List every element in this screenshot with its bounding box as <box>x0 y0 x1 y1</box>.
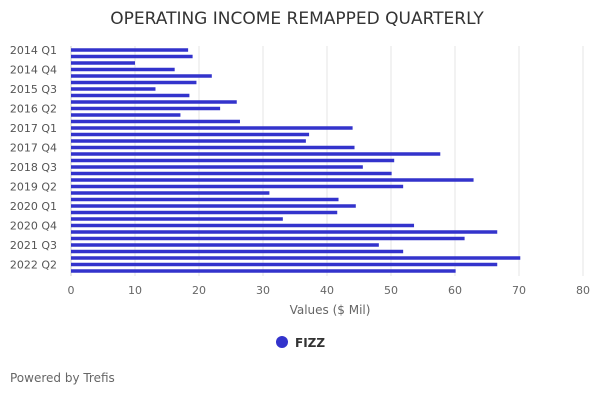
bar-2020-q2[interactable] <box>71 210 338 215</box>
y-tick-label: 2017 Q4 <box>10 142 57 155</box>
y-tick-label: 2014 Q4 <box>10 64 57 77</box>
bar-2020-q1[interactable] <box>71 204 356 208</box>
bar-2017-q4[interactable] <box>71 145 355 150</box>
footer-credit: Powered by Trefis <box>10 371 115 385</box>
legend-label: FIZZ <box>295 336 325 350</box>
bar-2022-q1[interactable] <box>71 256 521 260</box>
y-tick-label: 2018 Q3 <box>10 161 57 174</box>
bar-2016-q2[interactable] <box>71 106 221 111</box>
x-tick-label: 10 <box>128 284 142 297</box>
legend-marker <box>276 336 288 348</box>
y-tick-label: 2021 Q3 <box>10 239 57 252</box>
bar-2014-q4[interactable] <box>71 67 175 72</box>
x-axis-label: Values ($ Mil) <box>290 303 371 317</box>
bar-2016-q3[interactable] <box>71 113 181 117</box>
bar-2022-q2[interactable] <box>71 262 498 267</box>
bar-2018-q1[interactable] <box>71 152 441 156</box>
bar-2016-q1[interactable] <box>71 100 237 104</box>
y-tick-label: 2015 Q3 <box>10 83 57 96</box>
chart-title: OPERATING INCOME REMAPPED QUARTERLY <box>110 9 484 29</box>
bar-2015-q4[interactable] <box>71 93 190 98</box>
bar-2018-q4[interactable] <box>71 171 392 176</box>
bar-2019-q1[interactable] <box>71 178 474 182</box>
bar-2016-q4[interactable] <box>71 119 240 124</box>
bar-2021-q1[interactable] <box>71 230 498 234</box>
x-tick-label: 0 <box>68 284 75 297</box>
bar-2021-q4[interactable] <box>71 249 404 254</box>
bar-2021-q3[interactable] <box>71 243 379 247</box>
y-tick-label: 2017 Q1 <box>10 122 57 135</box>
x-tick-label: 50 <box>384 284 398 297</box>
x-tick-label: 60 <box>448 284 462 297</box>
bar-2017-q2[interactable] <box>71 132 310 137</box>
y-tick-label: 2020 Q1 <box>10 200 57 213</box>
bar-2014-q1[interactable] <box>71 48 189 52</box>
bar-2021-q2[interactable] <box>71 236 465 241</box>
x-tick-label: 70 <box>512 284 526 297</box>
x-tick-label: 40 <box>320 284 334 297</box>
bar-2018-q3[interactable] <box>71 165 363 169</box>
bar-2014-q2[interactable] <box>71 54 193 59</box>
x-tick-label: 20 <box>192 284 206 297</box>
y-tick-label: 2020 Q4 <box>10 220 57 233</box>
bar-2020-q3[interactable] <box>71 217 283 221</box>
bar-2022-q3[interactable] <box>71 269 456 273</box>
x-tick-label: 80 <box>576 284 590 297</box>
bar-2015-q3[interactable] <box>71 87 156 91</box>
bar-2018-q2[interactable] <box>71 158 395 163</box>
bar-2019-q2[interactable] <box>71 184 404 189</box>
x-tick-label: 30 <box>256 284 270 297</box>
bar-2015-q1[interactable] <box>71 74 212 78</box>
bar-2019-q3[interactable] <box>71 191 270 195</box>
y-tick-label: 2016 Q2 <box>10 103 57 116</box>
legend[interactable]: FIZZ <box>276 336 325 350</box>
bar-2017-q3[interactable] <box>71 139 306 143</box>
bar-2020-q4[interactable] <box>71 223 415 228</box>
y-tick-label: 2019 Q2 <box>10 181 57 194</box>
bar-2014-q3[interactable] <box>71 61 135 65</box>
y-tick-label: 2022 Q2 <box>10 259 57 272</box>
bar-2019-q4[interactable] <box>71 197 339 202</box>
bar-2015-q2[interactable] <box>71 80 197 85</box>
bar-2017-q1[interactable] <box>71 126 353 130</box>
y-tick-label: 2014 Q1 <box>10 44 57 57</box>
